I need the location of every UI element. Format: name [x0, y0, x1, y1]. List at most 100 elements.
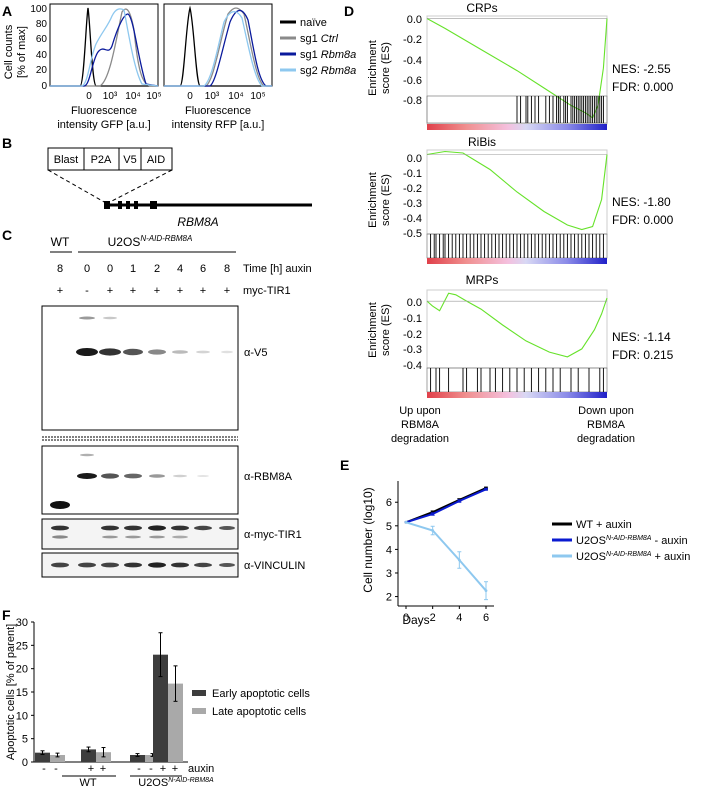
- gfp-xlabel-line2: intensity GFP [a.u.]: [57, 119, 150, 131]
- f-ytick: 0: [22, 757, 28, 769]
- band: [148, 349, 166, 355]
- gsea-crps-yticks: 0.0 -0.2 -0.4 -0.6 -0.8: [403, 14, 422, 107]
- rfp-xtick: 10⁵: [250, 91, 265, 102]
- f-legend-label-early: Early apoptotic cells: [212, 688, 310, 700]
- f-ytick: 20: [16, 664, 28, 676]
- c-cellline-label: U2OSN-AID-RBM8A: [108, 234, 193, 249]
- gsea-ytick: 0.0: [407, 297, 422, 309]
- band: [197, 475, 209, 477]
- gsea-ytick: -0.4: [403, 213, 422, 225]
- gsea-ribis-fdr: FDR: 0.000: [612, 213, 674, 227]
- panel-c-letter: C: [2, 227, 12, 243]
- c-time-label: Time [h] auxin: [243, 263, 312, 275]
- f-ytick: 5: [22, 734, 28, 746]
- gsea-crps-ylabel-2: score (ES): [380, 42, 392, 94]
- f-auxin-sign: -: [137, 763, 141, 775]
- legend-label-sg2-rbm8a: sg2 Rbm8a: [300, 65, 356, 77]
- c-tir-value: +: [107, 285, 113, 297]
- legend-label-naive: naïve: [300, 17, 327, 29]
- band: [80, 453, 94, 457]
- e-point: [457, 499, 461, 503]
- band: [103, 316, 117, 320]
- f-bar: [35, 752, 50, 762]
- gsea-crps-hits: [426, 95, 608, 124]
- f-auxin-label: auxin: [188, 763, 214, 775]
- c-time-value: 8: [57, 263, 63, 275]
- f-bar: [168, 683, 183, 762]
- exon: [118, 201, 122, 209]
- gsea-crps-ylabel-1: Enrichment: [367, 40, 379, 96]
- panel-a-yticks: 100 80 60 40 20 0: [30, 4, 47, 92]
- band: [52, 535, 68, 539]
- gsea-ytick: -0.3: [403, 198, 422, 210]
- band: [102, 535, 118, 539]
- e-legend-label-plus: U2OSN-AID-RBM8A + auxin: [576, 551, 690, 563]
- f-ytick: 25: [16, 640, 28, 652]
- gfp-curve-sg2-rbm8a: [50, 8, 159, 87]
- blot-v5-bands: [76, 316, 233, 356]
- f-bar: [130, 755, 145, 762]
- gfp-curve-naive: [50, 7, 158, 87]
- gsea-mrps-frame: [426, 289, 608, 369]
- rfp-xtick: 10³: [205, 91, 220, 102]
- cassette-blast: Blast: [54, 154, 78, 166]
- gsea-mrps-curve: [426, 292, 608, 358]
- gsea-ytick: -0.8: [403, 95, 422, 107]
- blot-rbm8a-bands: [50, 453, 209, 509]
- gsea-ytick: -0.4: [403, 55, 422, 67]
- f-group-u2os: U2OSN-AID-RBM8A: [138, 777, 214, 789]
- blot-myc-tir1: [41, 518, 239, 550]
- e-point: [484, 487, 488, 491]
- cassette-p2a: P2A: [91, 154, 112, 166]
- gsea-ytick: -0.2: [403, 183, 422, 195]
- c-wt-label: WT: [51, 235, 70, 249]
- band: [173, 474, 187, 478]
- band: [124, 525, 142, 531]
- gsea-mrps-ylabel-1: Enrichment: [367, 302, 379, 358]
- gsea-mrps-fdr: FDR: 0.215: [612, 348, 674, 362]
- e-xtick: 2: [430, 612, 436, 624]
- gfp-curve-sg1-ctrl: [50, 8, 158, 87]
- e-point: [404, 520, 408, 524]
- f-auxin-sign: -: [54, 763, 58, 775]
- f-auxin-sign: +: [88, 763, 94, 775]
- rfp-curve-sg1-ctrl: [164, 7, 272, 87]
- e-point: [457, 558, 461, 562]
- exon: [126, 201, 130, 209]
- e-xtick: 4: [456, 612, 462, 624]
- band: [148, 562, 166, 568]
- c-time-row: 8 0 0 1 2 4 6 8: [57, 263, 230, 275]
- f-legend-swatch-late: [192, 708, 206, 714]
- e-xtick: 0: [403, 612, 409, 624]
- band: [148, 525, 166, 531]
- rbm8a-gene-locus: RBM8A: [104, 201, 312, 229]
- band: [76, 348, 98, 356]
- e-ytick: 3: [386, 568, 392, 580]
- band: [99, 348, 121, 356]
- gsea-ytick: -0.3: [403, 344, 422, 356]
- blot-v5-label: α-V5: [244, 347, 267, 359]
- gsea-crps-fdr: FDR: 0.000: [612, 80, 674, 94]
- gsea-ytick: 0.0: [407, 14, 422, 26]
- rfp-xticks: 0 10³ 10⁴ 10⁵: [187, 91, 265, 102]
- f-ylabel: Apoptotic cells [% of parent]: [5, 624, 17, 760]
- gsea-ytick: -0.5: [403, 228, 422, 240]
- c-time-value: 0: [84, 263, 90, 275]
- gsea-ytick: -0.1: [403, 168, 422, 180]
- gsea-ribis-yticks: 0.0 -0.1 -0.2 -0.3 -0.4 -0.5: [403, 153, 422, 240]
- e-ylabel: Cell number (log10): [361, 487, 375, 592]
- gsea-ribis-curve: [426, 150, 608, 231]
- gsea-mrps-ylabel-2: score (ES): [380, 304, 392, 356]
- a-ytick: 40: [36, 50, 48, 61]
- a-ytick: 20: [36, 65, 48, 76]
- f-auxin-sign: +: [160, 763, 166, 775]
- band: [51, 525, 69, 531]
- band: [125, 535, 141, 539]
- panel-d-letter: D: [344, 3, 354, 19]
- gfp-xtick: 10⁵: [146, 91, 161, 102]
- c-time-value: 2: [154, 263, 160, 275]
- f-ytick: 30: [16, 617, 28, 629]
